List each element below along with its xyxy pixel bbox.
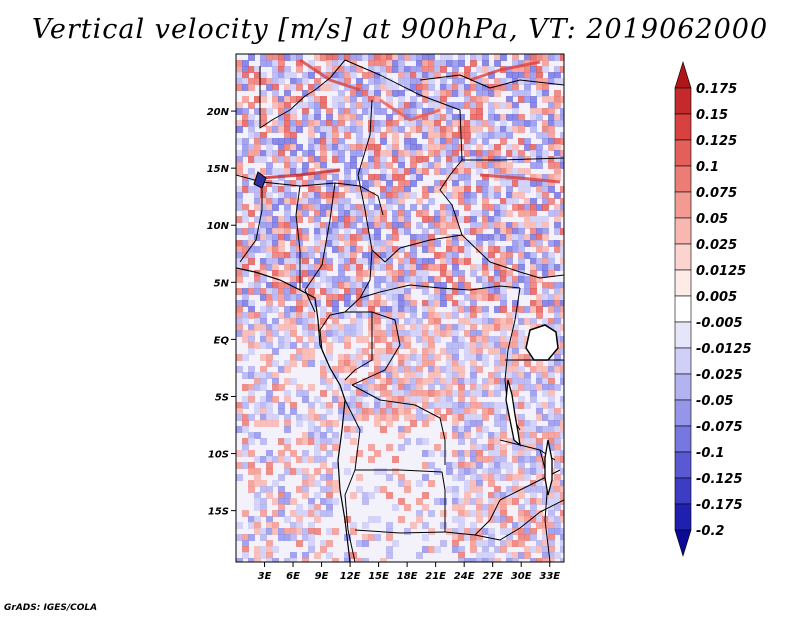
colorbar-segment (674, 165, 692, 193)
grads-credit: GrADS: IGES/COLA (4, 603, 98, 613)
map-title: Vertical velocity [m/s] at 900hPa, VT: 2… (31, 14, 769, 45)
lon-label: 3E (258, 571, 272, 582)
colorbar-label: 0.15 (696, 108, 728, 123)
colorbar-label: 0.005 (696, 290, 737, 305)
colorbar-segment (674, 503, 692, 531)
colorbar-label: -0.125 (696, 472, 743, 487)
colorbar-label: 0.0125 (696, 264, 746, 279)
colorbar-segment (674, 113, 692, 141)
map-field (236, 54, 564, 562)
lat-label: EQ (214, 335, 230, 346)
colorbar-label: -0.025 (696, 368, 743, 383)
colorbar-label: -0.175 (696, 498, 743, 513)
colorbar-segment (674, 295, 692, 323)
lon-label: 12E (340, 571, 361, 582)
lake-chad (253, 171, 267, 189)
lon-label: 9E (315, 571, 329, 582)
colorbar-segment (674, 373, 692, 401)
lon-label: 27E (482, 571, 503, 582)
colorbar-segment (674, 139, 692, 167)
lat-label: 20N (207, 107, 230, 118)
lon-label: 21E (425, 571, 446, 582)
colorbar-label: 0.1 (696, 160, 719, 175)
lon-label: 18E (397, 571, 418, 582)
colorbar-label: 0.125 (696, 134, 737, 149)
lat-label: 10N (207, 221, 230, 232)
colorbar-label: -0.005 (696, 316, 743, 331)
lon-label: 30E (511, 571, 532, 582)
colorbar-segment (674, 269, 692, 297)
colorbar-label: -0.0125 (696, 342, 752, 357)
coastline (236, 267, 351, 562)
colorbar-label: -0.2 (696, 524, 724, 539)
colorbar-label: 0.075 (696, 186, 737, 201)
lat-label: 15S (208, 507, 229, 518)
lon-label: 15E (368, 571, 389, 582)
colorbar-segment (674, 425, 692, 453)
lon-label: 24E (454, 571, 475, 582)
colorbar-segment (674, 347, 692, 375)
map-frame (235, 53, 565, 563)
colorbar-segment (674, 321, 692, 349)
lake-tanganyika (505, 379, 521, 447)
lon-label: 6E (286, 571, 300, 582)
colorbar-segment (674, 217, 692, 245)
map-axes: 3E 6E 9E 12E 15E 18E 21E 24E 27E 30E 33E 20N 15N 10N 5… (207, 107, 561, 582)
lake-victoria (525, 324, 559, 361)
colorbar-label: -0.1 (696, 446, 724, 461)
colorbar-segment (674, 87, 692, 115)
colorbar-segment (674, 243, 692, 271)
colorbar-label: 0.025 (696, 238, 737, 253)
colorbar-segment (674, 399, 692, 427)
lon-label: 33E (539, 571, 560, 582)
lake-malawi (544, 439, 553, 496)
colorbar: 0.175 0.15 0.125 0.1 0.075 0.05 0.025 0.0125 0.0… (674, 60, 752, 558)
colorbar-segment (674, 529, 692, 558)
lat-label: 5S (215, 392, 229, 403)
colorbar-segment (674, 451, 692, 479)
colorbar-segment (674, 477, 692, 505)
colorbar-label: 0.175 (696, 82, 737, 97)
country-borders (236, 59, 564, 562)
lat-label: 5N (214, 278, 230, 289)
lat-label: 15N (207, 164, 230, 175)
colorbar-label: -0.05 (696, 394, 733, 409)
lat-label: 10S (208, 450, 229, 461)
colorbar-label: 0.05 (696, 212, 728, 227)
colorbar-segment (674, 60, 692, 89)
colorbar-segment (674, 191, 692, 219)
colorbar-label: -0.075 (696, 420, 743, 435)
